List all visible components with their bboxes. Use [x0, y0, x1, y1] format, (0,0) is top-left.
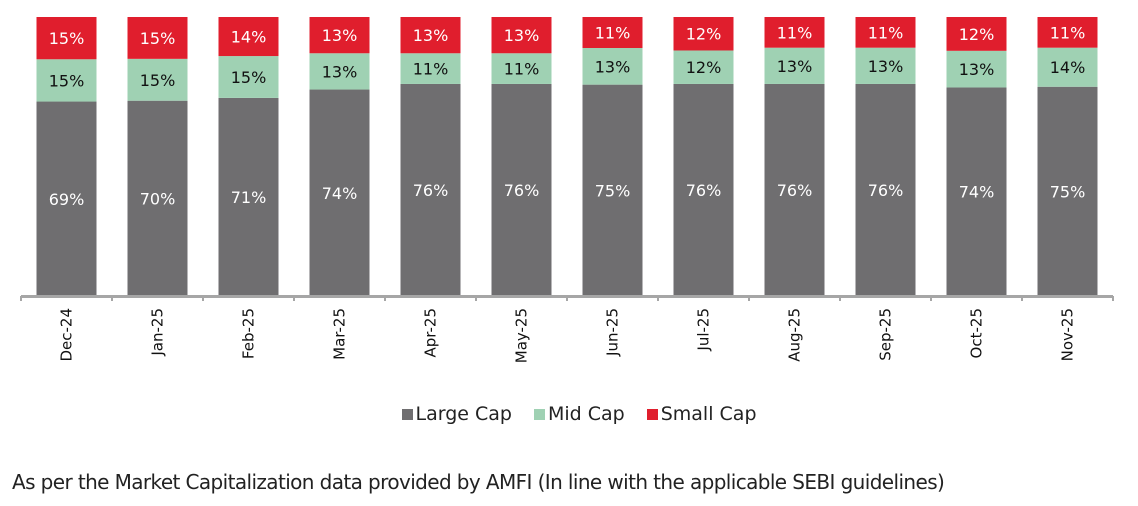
bar-small-cap-sep-25 [855, 17, 916, 48]
data-label-large-cap-jun-25: 75% [595, 181, 631, 200]
legend-label: Mid Cap [547, 403, 625, 425]
bar-large-cap-feb-25 [218, 97, 279, 296]
bar-large-cap-jan-25 [127, 100, 188, 296]
data-label-mid-cap-jul-25: 12% [686, 58, 722, 77]
data-label-small-cap-feb-25: 14% [231, 28, 267, 47]
legend-item-mid-cap: Mid Cap [533, 403, 625, 425]
x-tick-label-mar-25: Mar-25 [331, 308, 349, 360]
x-tick-label-dec-24: Dec-24 [58, 308, 76, 362]
x-tick-label-nov-25: Nov-25 [1059, 308, 1077, 361]
bar-mid-cap-feb-25 [218, 56, 279, 98]
x-tick-label-aug-25: Aug-25 [786, 308, 804, 362]
data-label-small-cap-aug-25: 11% [777, 23, 813, 42]
bar-large-cap-oct-25 [946, 87, 1007, 296]
data-label-large-cap-apr-25: 76% [413, 181, 449, 200]
legend-item-large-cap: Large Cap [401, 403, 512, 425]
data-label-small-cap-sep-25: 11% [868, 23, 904, 42]
bar-large-cap-dec-24 [36, 101, 97, 296]
x-tick-label-feb-25: Feb-25 [240, 308, 258, 359]
data-label-small-cap-oct-25: 12% [959, 25, 995, 44]
data-label-small-cap-jun-25: 11% [595, 24, 631, 43]
data-label-mid-cap-jun-25: 13% [595, 57, 631, 76]
legend-swatch-mid-cap [533, 408, 545, 420]
x-tick-label-may-25: May-25 [513, 308, 531, 363]
data-label-small-cap-jan-25: 15% [140, 29, 176, 48]
bar-mid-cap-jul-25 [673, 50, 734, 84]
legend-swatch-small-cap [646, 408, 658, 420]
data-label-large-cap-aug-25: 76% [777, 181, 813, 200]
bar-small-cap-dec-24 [36, 17, 97, 60]
data-label-large-cap-sep-25: 76% [868, 181, 904, 200]
bar-large-cap-aug-25 [764, 83, 825, 297]
data-label-small-cap-apr-25: 13% [413, 26, 449, 45]
data-label-small-cap-mar-25: 13% [322, 26, 358, 45]
bar-small-cap-oct-25 [946, 17, 1007, 51]
bar-small-cap-apr-25 [400, 17, 461, 54]
data-label-large-cap-nov-25: 75% [1050, 182, 1086, 201]
bar-small-cap-jun-25 [582, 17, 643, 48]
data-label-mid-cap-oct-25: 13% [959, 60, 995, 79]
bar-large-cap-mar-25 [309, 89, 370, 296]
data-label-large-cap-dec-24: 69% [49, 190, 85, 209]
data-label-mid-cap-aug-25: 13% [777, 57, 813, 76]
bar-large-cap-jul-25 [673, 83, 734, 297]
data-label-mid-cap-mar-25: 13% [322, 62, 358, 81]
data-label-small-cap-jul-25: 12% [686, 25, 722, 44]
stacked-bar-chart: 69% 15% 15% 70% 15% 15% 71% 15% 14% 74% 13% 13% 76% 1… [20, 17, 1114, 363]
data-label-mid-cap-dec-24: 15% [49, 71, 85, 90]
x-axis [20, 295, 1114, 301]
bar-mid-cap-jan-25 [127, 58, 188, 101]
x-tick-label-apr-25: Apr-25 [422, 308, 440, 358]
bar-large-cap-may-25 [491, 83, 552, 297]
bar-small-cap-jul-25 [673, 17, 734, 51]
bar-mid-cap-may-25 [491, 53, 552, 84]
data-label-mid-cap-jan-25: 15% [140, 71, 176, 90]
data-label-mid-cap-nov-25: 14% [1050, 58, 1086, 77]
footnote: As per the Market Capitalization data pr… [12, 470, 945, 494]
bar-mid-cap-aug-25 [764, 47, 825, 84]
bar-small-cap-may-25 [491, 17, 552, 54]
legend-label: Large Cap [415, 403, 512, 425]
bar-small-cap-mar-25 [309, 17, 370, 54]
legend: Large Cap Mid Cap Small Cap [0, 403, 1138, 425]
x-tick-label-jun-25: Jun-25 [604, 308, 622, 357]
x-tick-label-jul-25: Jul-25 [695, 308, 713, 352]
data-label-large-cap-jan-25: 70% [140, 189, 176, 208]
data-label-small-cap-dec-24: 15% [49, 29, 85, 48]
data-label-large-cap-feb-25: 71% [231, 188, 267, 207]
bar-mid-cap-mar-25 [309, 53, 370, 90]
legend-swatch-large-cap [401, 408, 413, 420]
data-label-large-cap-mar-25: 74% [322, 184, 358, 203]
data-label-large-cap-oct-25: 74% [959, 183, 995, 202]
data-label-mid-cap-sep-25: 13% [868, 57, 904, 76]
bar-small-cap-aug-25 [764, 17, 825, 48]
bar-large-cap-sep-25 [855, 83, 916, 297]
bar-mid-cap-sep-25 [855, 47, 916, 84]
bar-large-cap-apr-25 [400, 83, 461, 297]
bar-large-cap-nov-25 [1037, 86, 1098, 296]
x-tick-label-jan-25: Jan-25 [149, 308, 167, 357]
x-tick-label-sep-25: Sep-25 [877, 308, 895, 361]
bar-large-cap-jun-25 [582, 84, 643, 297]
data-label-mid-cap-apr-25: 11% [413, 60, 449, 79]
data-label-small-cap-nov-25: 11% [1050, 23, 1086, 42]
bar-mid-cap-apr-25 [400, 53, 461, 84]
bar-small-cap-nov-25 [1037, 17, 1098, 48]
bar-mid-cap-dec-24 [36, 59, 97, 102]
x-tick-labels: Dec-24 Jan-25 Feb-25 Mar-25 Apr-25 May-25 Jun-… [58, 308, 1077, 363]
data-label-small-cap-may-25: 13% [504, 26, 540, 45]
bar-small-cap-jan-25 [127, 17, 188, 59]
legend-item-small-cap: Small Cap [646, 403, 757, 425]
data-label-large-cap-may-25: 76% [504, 181, 540, 200]
data-label-large-cap-jul-25: 76% [686, 181, 722, 200]
data-label-mid-cap-feb-25: 15% [231, 68, 267, 87]
legend-label: Small Cap [660, 403, 757, 425]
bar-small-cap-feb-25 [218, 17, 279, 57]
x-tick-label-oct-25: Oct-25 [968, 308, 986, 358]
data-label-mid-cap-may-25: 11% [504, 60, 540, 79]
bar-mid-cap-jun-25 [582, 48, 643, 85]
bar-mid-cap-nov-25 [1037, 47, 1098, 87]
bars-group: 69% 15% 15% 70% 15% 15% 71% 15% 14% 74% 13% 13% 76% 1… [36, 17, 1098, 297]
bar-mid-cap-oct-25 [946, 50, 1007, 88]
